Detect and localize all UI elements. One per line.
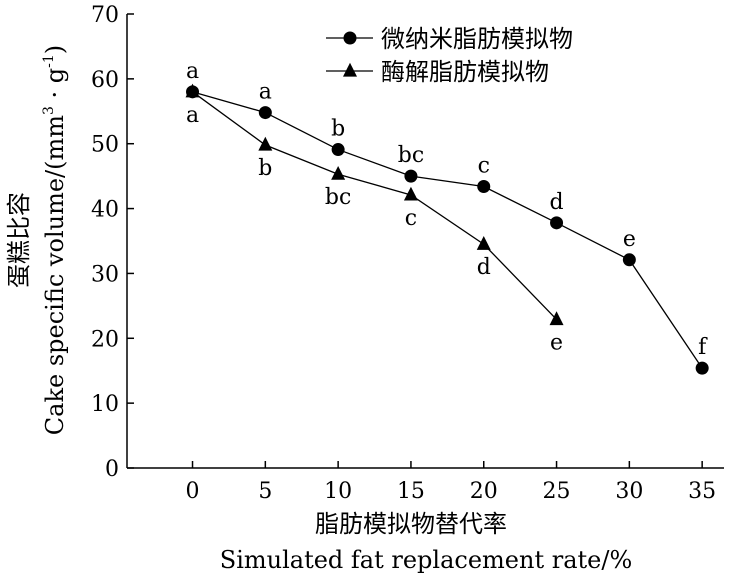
data-label: a: [186, 103, 199, 128]
data-point-circle: [404, 169, 418, 183]
series-markers: [185, 83, 709, 375]
x-tick-label: 15: [397, 479, 425, 504]
y-tick-label: 20: [91, 327, 119, 352]
y-axis-title-en: Cake specific volume/(mm3 · g-1): [41, 45, 69, 435]
y-tick-label: 50: [91, 133, 119, 158]
data-point-circle: [550, 216, 564, 230]
legend-marker-triangle: [343, 62, 357, 77]
y-axis-title-en-mid: · g: [41, 68, 69, 106]
data-label: b: [331, 117, 345, 142]
data-point-triangle: [185, 83, 200, 98]
y-axis-title-cn: 蛋糕比容: [5, 192, 33, 288]
x-tick-label: 25: [543, 479, 571, 504]
x-tick-label: 0: [186, 479, 200, 504]
x-axis-title-cn: 脂肪模拟物替代率: [315, 510, 507, 538]
x-tick-label: 30: [615, 479, 643, 504]
data-point-circle: [695, 361, 709, 375]
y-tick-label: 40: [91, 198, 119, 223]
data-point-circle: [477, 180, 491, 194]
y-axis-title-en-sup1: 3: [41, 106, 57, 115]
data-label: bc: [325, 185, 351, 210]
x-tick-label: 35: [688, 479, 716, 504]
data-label: c: [478, 154, 490, 179]
data-label: e: [550, 330, 563, 355]
data-label: b: [258, 156, 272, 181]
data-label: d: [550, 190, 564, 215]
x-tick-label: 5: [258, 479, 272, 504]
y-tick-label: 60: [91, 68, 119, 93]
data-point-triangle: [331, 165, 346, 180]
data-point-triangle: [549, 311, 564, 326]
y-axis-title-en-sup2: -1: [41, 54, 57, 68]
data-point-circle: [622, 253, 636, 267]
data-point-triangle: [403, 186, 418, 201]
y-tick-label: 70: [91, 3, 119, 28]
y-tick-label: 30: [91, 262, 119, 287]
legend-label-0: 微纳米脂肪模拟物: [381, 25, 573, 53]
data-label: bc: [398, 143, 424, 168]
series-lines: [192, 91, 703, 369]
data-point-circle: [258, 106, 272, 120]
data-label: a: [186, 59, 199, 84]
data-point-triangle: [258, 136, 273, 151]
series-line-0: [192, 91, 703, 369]
x-axis-title-en: Simulated fat replacement rate/%: [220, 546, 633, 574]
series-line-1: [192, 91, 558, 320]
data-point-circle: [331, 143, 345, 157]
data-label: c: [405, 206, 417, 231]
legend-label-1: 酶解脂肪模拟物: [381, 58, 549, 86]
data-label: a: [259, 80, 272, 105]
x-tick-label: 10: [324, 479, 352, 504]
x-tick-label: 20: [470, 479, 498, 504]
data-point-triangle: [476, 235, 491, 250]
y-axis-title-en-end: ): [41, 45, 69, 54]
y-tick-label: 0: [105, 457, 119, 482]
legend-marker-circle: [343, 31, 357, 45]
data-label: d: [477, 255, 491, 280]
data-label: f: [698, 335, 708, 360]
y-axis-title-en-main: Cake specific volume/(mm: [41, 115, 69, 435]
y-tick-label: 10: [91, 392, 119, 417]
axes: 0 10 20 30 40 50 60 70 0 5 10 15 20 25 30 35: [91, 3, 724, 504]
data-label: e: [623, 227, 636, 252]
